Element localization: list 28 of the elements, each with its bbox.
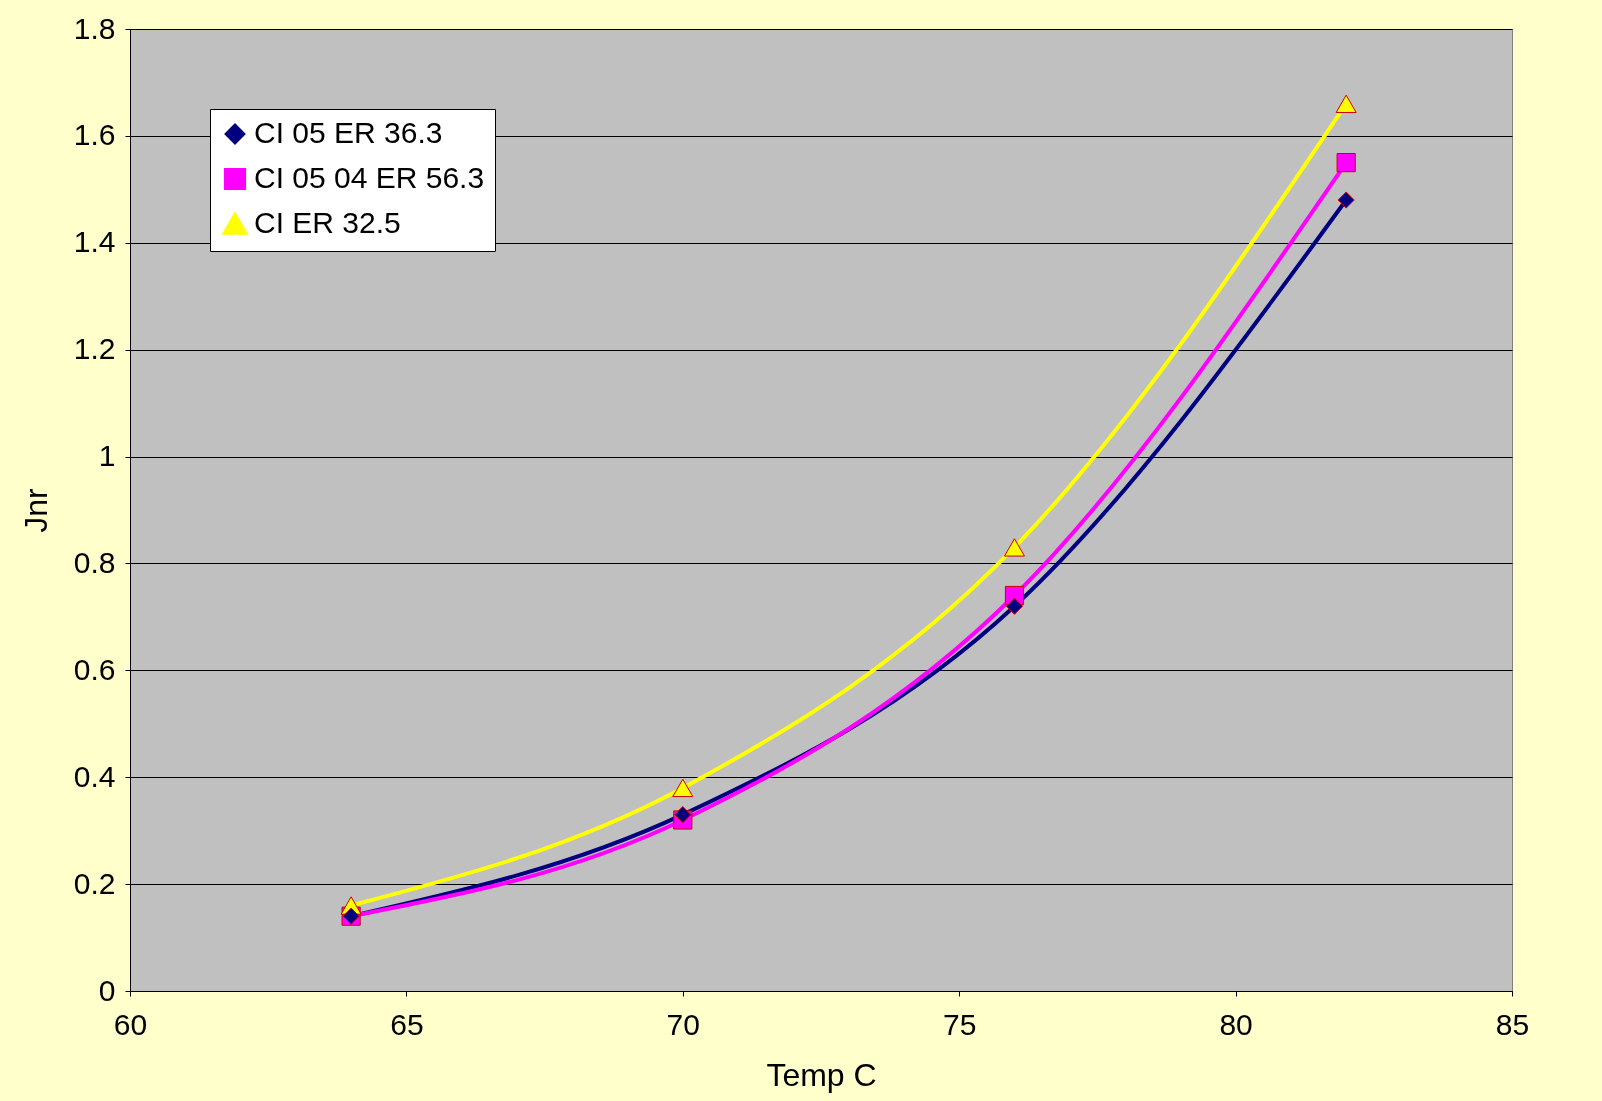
y-tick-label: 1.2 bbox=[73, 332, 116, 366]
y-tick-label: 1.6 bbox=[73, 118, 116, 152]
point bbox=[1335, 94, 1357, 113]
y-axis-title: Jnr bbox=[17, 487, 54, 533]
y-tick-label: 0.4 bbox=[73, 759, 116, 793]
y-tick-label: 0.8 bbox=[73, 545, 116, 579]
point bbox=[674, 806, 692, 824]
y-tick-label: 1 bbox=[98, 439, 116, 473]
y-tick-label: 0.6 bbox=[73, 652, 116, 686]
x-tick-label: 85 bbox=[1495, 1007, 1530, 1041]
point bbox=[1005, 597, 1024, 615]
x-axis-title: Temp C bbox=[766, 1056, 877, 1093]
y-tick-label: 0 bbox=[98, 973, 116, 1007]
point bbox=[1337, 191, 1355, 209]
point bbox=[672, 778, 694, 798]
y-tick-label: 0.2 bbox=[73, 866, 116, 900]
legend-label: CI 05 ER 36.3 bbox=[254, 116, 443, 149]
x-tick-label: 60 bbox=[113, 1007, 148, 1041]
y-tick-label: 1.4 bbox=[73, 225, 116, 259]
x-tick-label: 75 bbox=[943, 1007, 977, 1041]
x-tick-label: 80 bbox=[1219, 1007, 1253, 1041]
legend-label: CI 05 04 ER 56.3 bbox=[254, 161, 485, 194]
x-tick-label: 65 bbox=[390, 1007, 424, 1041]
legend-label: CI ER 32.5 bbox=[254, 206, 401, 239]
x-tick-label: 70 bbox=[666, 1007, 700, 1041]
point bbox=[1003, 538, 1025, 557]
point bbox=[1336, 153, 1356, 173]
y-tick-label: 1.8 bbox=[73, 11, 116, 45]
